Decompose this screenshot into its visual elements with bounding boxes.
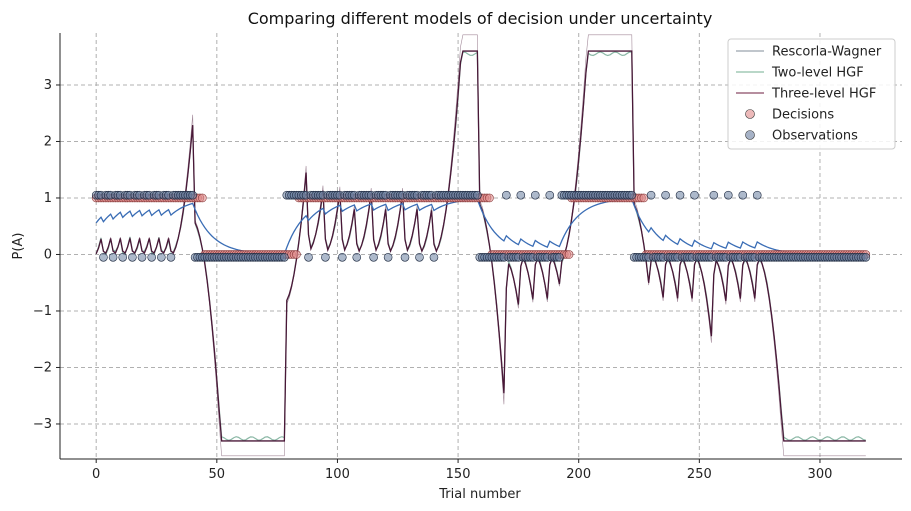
observation-point <box>545 190 555 200</box>
observation-point <box>400 252 410 262</box>
x-tick-label: 150 <box>446 467 471 482</box>
observation-point <box>627 190 637 200</box>
observation-point <box>502 190 511 200</box>
observation-point <box>321 252 330 262</box>
legend: Rescorla-Wagner Two-level HGF Three-level … <box>727 38 896 150</box>
legend-label: Three-level HGF <box>771 87 876 102</box>
decision-point <box>198 193 207 203</box>
series-layer <box>95 34 866 457</box>
observation-point <box>530 190 540 200</box>
observation-point <box>709 190 719 200</box>
x-tick-label: 100 <box>325 467 350 482</box>
observation-point <box>646 190 656 200</box>
observation-point <box>304 252 313 262</box>
decision-point <box>485 193 494 203</box>
x-tick-label: 0 <box>92 467 100 482</box>
marker-layer <box>91 190 871 262</box>
y-axis-label: P(A) <box>11 233 26 260</box>
observation-point <box>555 252 564 262</box>
observation-point <box>337 252 347 262</box>
observation-point <box>128 252 137 262</box>
observation-point <box>108 252 118 262</box>
observation-point <box>157 252 166 262</box>
rescorla-wagner-line <box>95 198 866 256</box>
y-tick-label: 0 <box>44 247 52 262</box>
decision-point <box>564 250 574 259</box>
observation-point <box>752 190 762 200</box>
y-tick-label: 3 <box>44 78 52 93</box>
observation-point <box>738 190 748 200</box>
observation-point <box>188 190 197 200</box>
y-tick-label: 1 <box>44 191 52 206</box>
observation-point <box>166 252 176 262</box>
observation-point <box>723 190 733 200</box>
observation-point <box>861 252 871 262</box>
observation-point <box>352 252 362 262</box>
chart-title: Comparing different models of decision u… <box>248 9 713 28</box>
axes <box>59 33 902 460</box>
observation-point <box>415 252 424 262</box>
y-tick-label: 2 <box>44 134 52 149</box>
y-tick-label: −1 <box>33 304 52 319</box>
observation-point <box>147 252 156 262</box>
legend-label: Observations <box>772 129 858 144</box>
x-tick-label: 300 <box>808 467 833 482</box>
observation-point <box>516 190 526 200</box>
observation-point <box>280 252 289 262</box>
ticks-layer: 0 50 100 150 200 250 300 3 2 1 0 −1 −2 −3 <box>33 78 833 482</box>
legend-marker <box>745 130 755 140</box>
x-axis-label: Trial number <box>438 487 521 502</box>
observation-point <box>118 252 128 262</box>
decision-point <box>639 193 649 203</box>
observation-point <box>675 190 685 200</box>
legend-box <box>727 38 896 150</box>
observation-point <box>429 252 439 262</box>
observation-point <box>690 190 699 200</box>
observation-point <box>661 190 670 200</box>
decision-point <box>292 250 301 259</box>
y-tick-label: −2 <box>33 360 52 375</box>
x-tick-label: 50 <box>209 467 226 482</box>
observation-point <box>383 252 393 262</box>
observation-point <box>473 190 482 200</box>
y-tick-label: −3 <box>33 417 52 432</box>
observation-point <box>99 252 108 262</box>
three-level-hgf-band <box>95 34 866 457</box>
legend-label: Rescorla-Wagner <box>772 45 882 60</box>
x-tick-label: 200 <box>566 467 591 482</box>
legend-label: Two-level HGF <box>771 66 864 81</box>
observation-point <box>369 252 378 262</box>
legend-marker <box>745 109 755 119</box>
observation-point <box>137 252 147 262</box>
x-tick-label: 250 <box>687 467 712 482</box>
legend-label: Decisions <box>772 108 834 123</box>
